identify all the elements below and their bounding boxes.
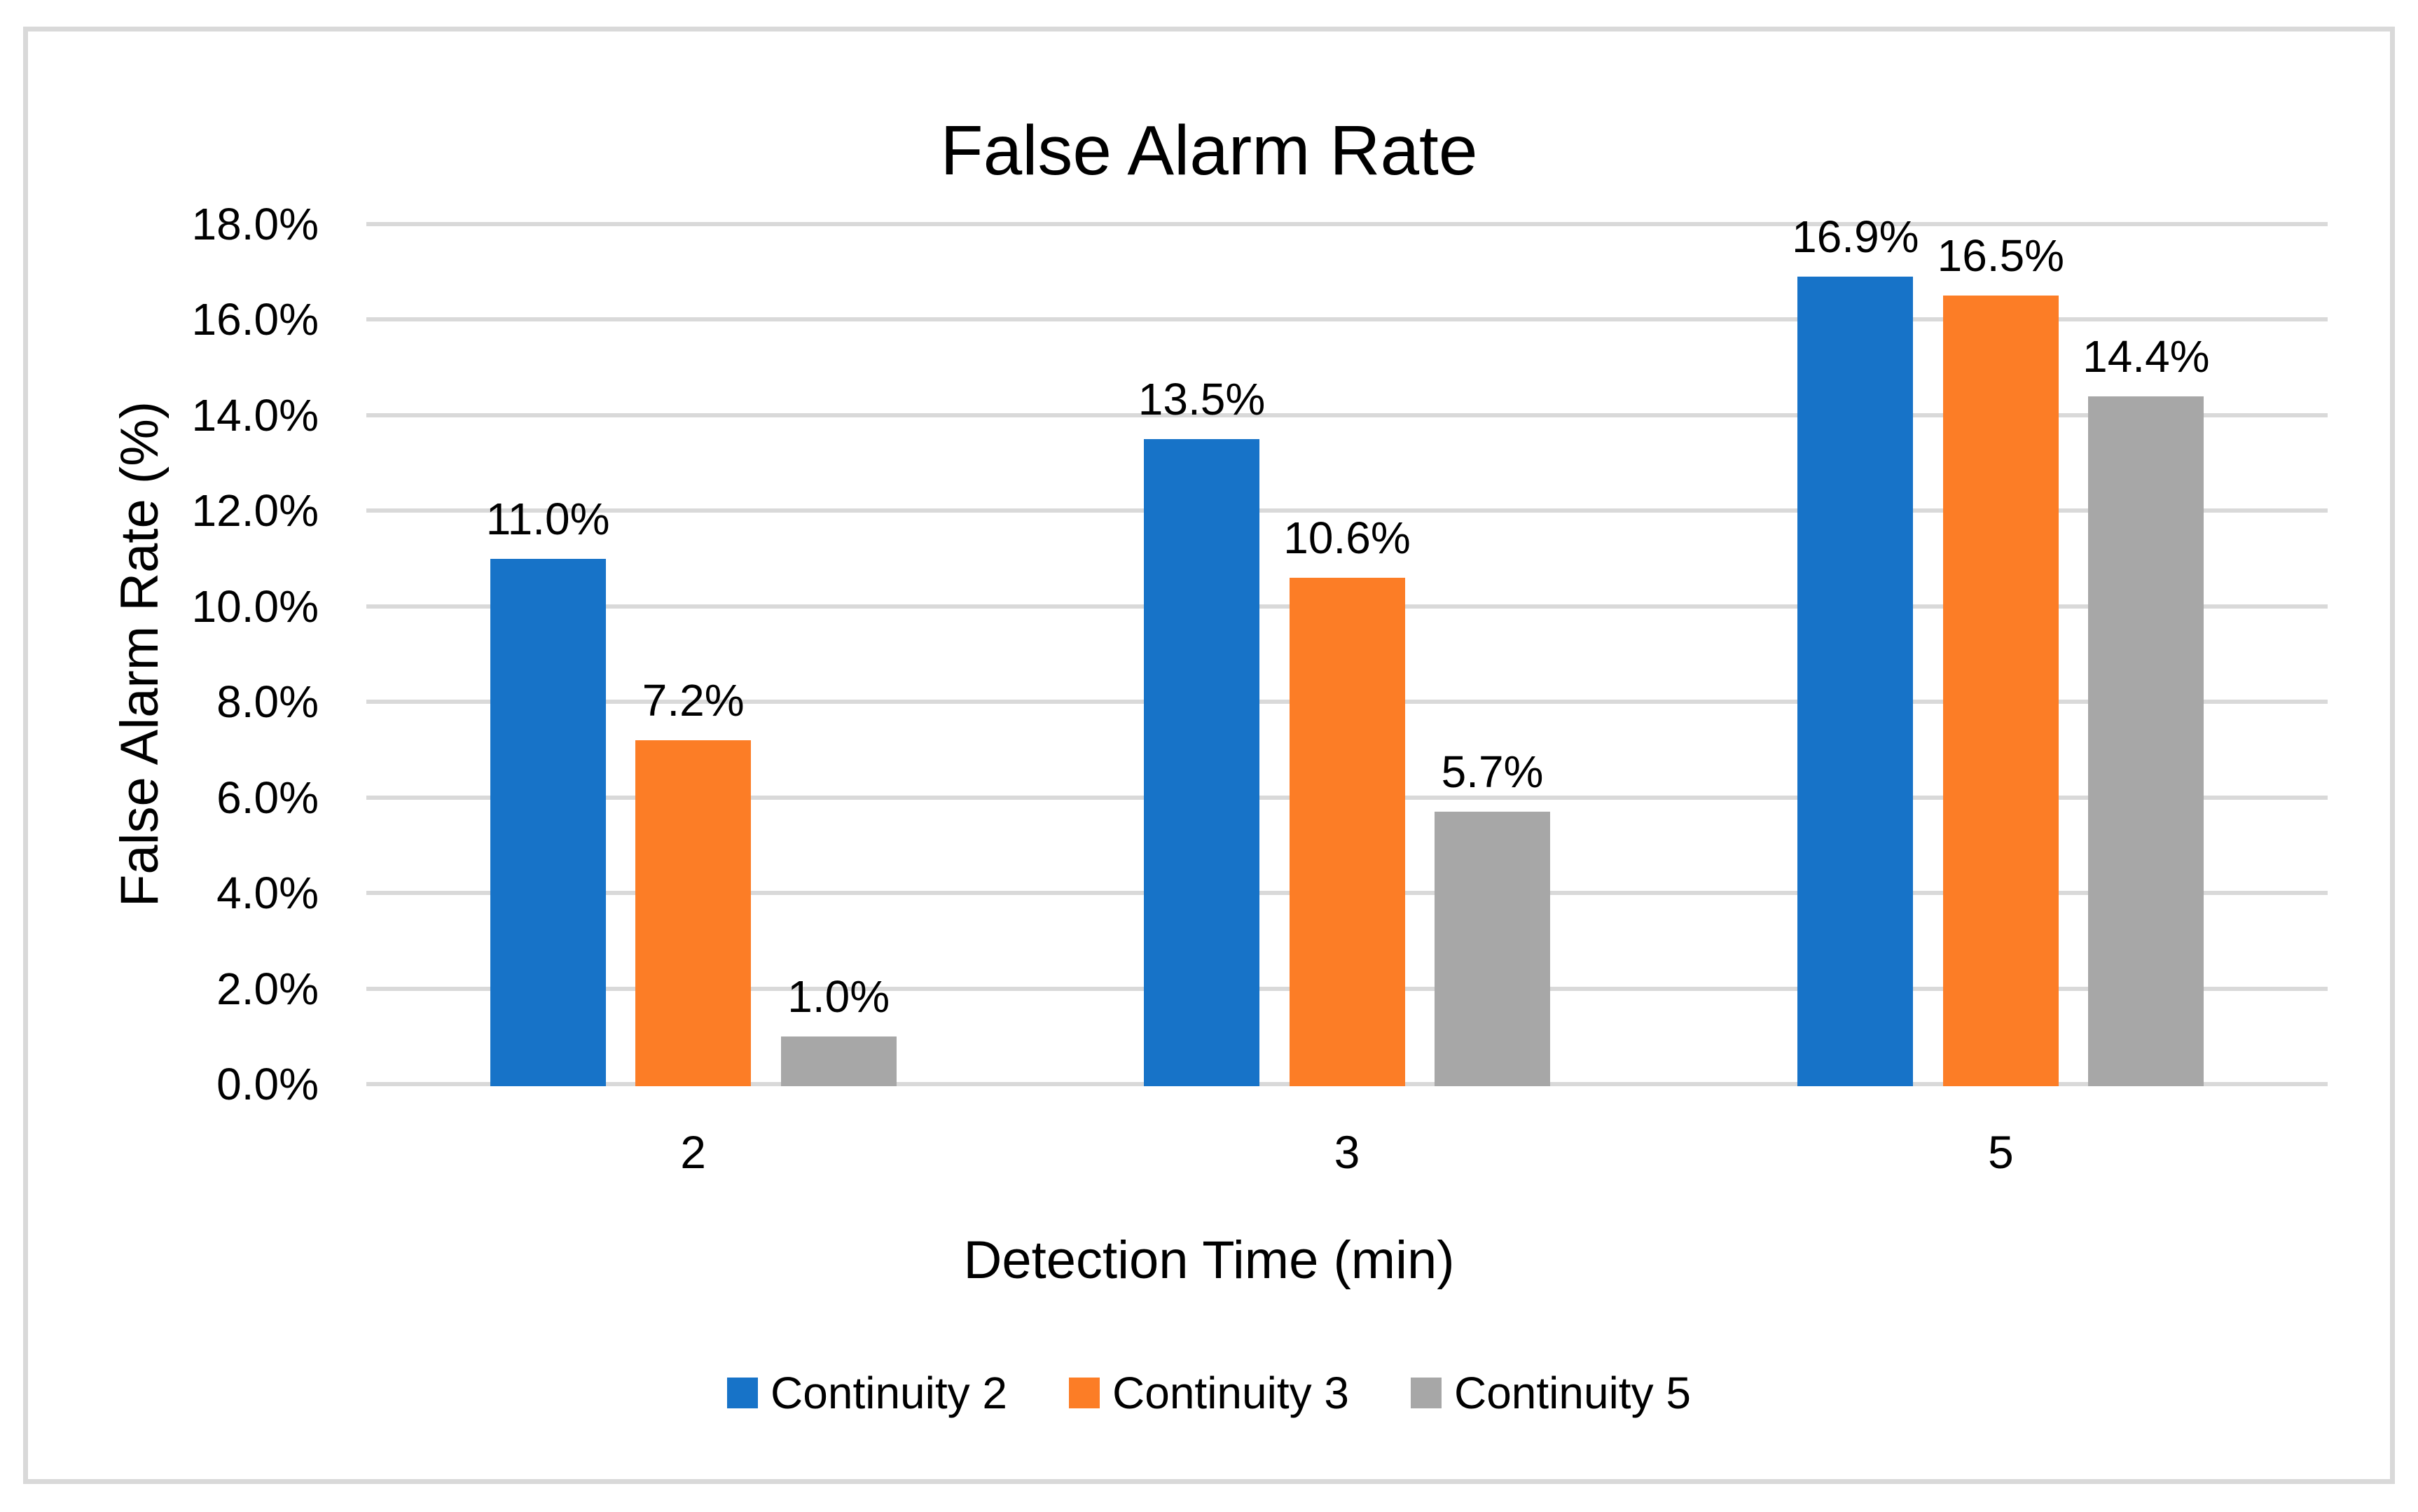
data-label: 14.4%	[2082, 331, 2210, 382]
y-tick-label: 10.0%	[191, 581, 319, 632]
y-tick-label: 18.0%	[191, 199, 319, 249]
legend-entry-continuity-5: Continuity 5	[1410, 1366, 1691, 1420]
bar-continuity-5-cat-5	[2088, 396, 2204, 1086]
data-label: 5.7%	[1441, 747, 1544, 798]
gridline	[366, 412, 2328, 417]
bar-continuity-2-cat-3	[1144, 439, 1259, 1086]
bar-continuity-5-cat-3	[1435, 812, 1550, 1086]
legend-entry-continuity-3: Continuity 3	[1069, 1366, 1349, 1420]
data-label: 10.6%	[1283, 512, 1411, 563]
chart-title: False Alarm Rate	[940, 111, 1478, 190]
legend-label: Continuity 3	[1112, 1368, 1349, 1418]
x-category-label: 2	[680, 1126, 707, 1178]
legend-swatch-icon	[1410, 1378, 1442, 1408]
legend: Continuity 2 Continuity 3 Continuity 5	[0, 1365, 2418, 1421]
y-tick-label: 0.0%	[216, 1059, 319, 1109]
y-tick-label: 4.0%	[216, 868, 319, 919]
data-label: 13.5%	[1138, 374, 1266, 424]
y-axis-title: False Alarm Rate (%)	[110, 401, 170, 908]
legend-swatch-icon	[727, 1378, 759, 1408]
data-label: 16.9%	[1792, 211, 1919, 263]
bar-continuity-3-cat-5	[1942, 296, 2059, 1086]
bar-continuity-5-cat-2	[780, 1036, 897, 1086]
bar-continuity-3-cat-3	[1289, 577, 1405, 1086]
bar-continuity-2-cat-5	[1797, 277, 1914, 1086]
x-axis-title: Detection Time (min)	[963, 1230, 1455, 1290]
x-category-label: 3	[1334, 1126, 1360, 1178]
y-tick-label: 8.0%	[216, 677, 319, 728]
y-tick-label: 14.0%	[191, 389, 319, 441]
y-tick-label: 16.0%	[191, 294, 319, 345]
y-tick-label: 6.0%	[216, 772, 319, 823]
gridline	[366, 222, 2328, 226]
legend-swatch-icon	[1069, 1378, 1100, 1408]
data-label: 7.2%	[642, 674, 745, 726]
gridline	[366, 317, 2328, 322]
data-label: 1.0%	[787, 971, 890, 1022]
data-label: 11.0%	[485, 493, 610, 544]
bar-continuity-3-cat-2	[635, 740, 752, 1086]
data-label: 16.5%	[1937, 230, 2065, 282]
y-tick-label: 12.0%	[191, 485, 319, 536]
y-tick-label: 2.0%	[216, 963, 319, 1014]
x-category-label: 5	[1987, 1126, 2014, 1178]
legend-label: Continuity 2	[771, 1368, 1008, 1418]
legend-entry-continuity-2: Continuity 2	[727, 1366, 1007, 1420]
bar-continuity-2-cat-2	[490, 558, 606, 1086]
gridline	[366, 508, 2328, 513]
legend-label: Continuity 5	[1453, 1368, 1691, 1418]
